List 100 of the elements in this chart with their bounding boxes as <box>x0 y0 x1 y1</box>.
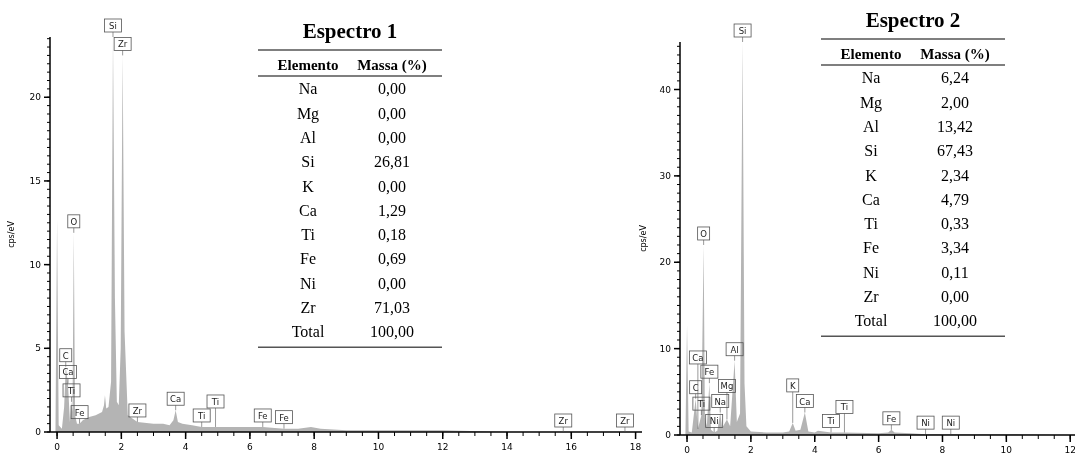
annotation: Fe <box>257 410 268 421</box>
x-tick-label: 2 <box>748 445 754 455</box>
annotation: 100,00 <box>933 312 977 330</box>
annotation: Fe <box>886 413 897 424</box>
annotation: Ni <box>921 418 930 429</box>
annotation: Al <box>300 128 317 146</box>
y-tick-label: 0 <box>35 427 42 437</box>
annotation: Ca <box>62 367 74 378</box>
y-tick-label: 0 <box>665 430 672 440</box>
annotation: Ni <box>946 418 956 429</box>
y-tick-label: 20 <box>659 257 672 268</box>
annotation: K <box>789 380 796 391</box>
y-tick-label: 30 <box>659 170 672 181</box>
annotation: 3,34 <box>941 239 969 257</box>
x-tick-label: 8 <box>311 442 318 452</box>
y-axis-title: cps/eV <box>7 220 16 248</box>
annotation: Si <box>738 26 747 36</box>
annotation: Ti <box>210 396 220 407</box>
annotation: Na <box>714 396 727 407</box>
annotation: Fe <box>704 367 715 378</box>
annotation: 0,00 <box>378 104 406 122</box>
annotation: 0,00 <box>378 274 406 292</box>
y-tick-label: 20 <box>29 92 42 103</box>
annotation: 0,33 <box>941 215 969 233</box>
annotation: 0,00 <box>378 128 406 146</box>
x-tick-label: 18 <box>629 442 642 452</box>
x-tick-label: 4 <box>182 442 189 452</box>
annotation: 100,00 <box>370 323 414 341</box>
annotation: Zr <box>620 416 631 426</box>
y-tick-label: 10 <box>659 343 672 354</box>
annotation: Na <box>298 80 318 98</box>
x-tick-label: 6 <box>247 442 254 452</box>
annotation: Ti <box>301 226 316 244</box>
x-tick-label: 6 <box>875 445 882 455</box>
annotation: 0,00 <box>378 80 406 98</box>
annotation: Si <box>109 21 117 31</box>
x-tick-label: 10 <box>1000 445 1013 455</box>
annotation: Zr <box>132 405 143 416</box>
x-tick-label: 12 <box>437 442 449 452</box>
annotation: Zr <box>863 288 880 305</box>
annotation: Mg <box>296 104 320 123</box>
annotation: Ti <box>839 402 849 413</box>
annotation: Ca <box>170 394 182 405</box>
annotation: 4,79 <box>941 190 969 208</box>
x-tick-label: 2 <box>118 442 125 452</box>
x-tick-label: 8 <box>939 445 946 455</box>
annotation: Fe <box>279 412 289 423</box>
annotation: 71,03 <box>374 299 410 316</box>
annotation: 0,11 <box>941 263 969 281</box>
annotation: O <box>700 228 708 239</box>
annotation: Ni <box>709 416 719 427</box>
annotation: C <box>692 382 699 393</box>
y-tick-label: 5 <box>35 343 41 354</box>
annotation: 2,34 <box>941 166 969 184</box>
annotation: Si <box>864 142 879 160</box>
x-tick-label: 16 <box>565 442 578 452</box>
text: Espectro 2 <box>865 8 961 32</box>
annotation: Fe <box>863 239 879 257</box>
annotation: Al <box>730 344 739 355</box>
annotation: Ti <box>66 385 76 396</box>
annotation: Mg <box>859 93 883 112</box>
annotation: 1,29 <box>378 201 406 219</box>
y-tick-label: 40 <box>659 84 672 95</box>
annotation: C <box>62 350 69 361</box>
annotation: Ca <box>862 190 880 208</box>
text: Espectro 1 <box>302 19 398 43</box>
annotation: Ti <box>864 215 879 233</box>
x-tick-label: 12 <box>1064 445 1075 455</box>
x-tick-label: 4 <box>811 445 818 455</box>
annotation: 26,81 <box>374 153 410 171</box>
annotation: 2,00 <box>941 93 969 111</box>
annotation: Si <box>301 153 316 171</box>
annotation: Fe <box>74 407 85 418</box>
x-tick-label: 0 <box>54 442 61 452</box>
y-tick-label: 15 <box>29 175 41 186</box>
annotation: K <box>302 177 315 195</box>
x-tick-label: 0 <box>684 445 691 455</box>
annotation: Total <box>854 312 888 330</box>
annotation: Elemento <box>277 57 339 73</box>
annotation: 0,00 <box>941 288 969 305</box>
annotation: Zr <box>300 299 317 316</box>
annotation: Zr <box>558 416 569 426</box>
annotation: 67,43 <box>937 142 973 160</box>
x-tick-label: 14 <box>501 442 514 452</box>
annotation: Massa (%) <box>357 57 427 74</box>
annotation: 0,00 <box>378 177 406 195</box>
annotation: Ti <box>696 399 706 410</box>
annotation: Mg <box>720 381 734 392</box>
annotation: Na <box>861 69 881 87</box>
annotation: Fe <box>300 250 316 268</box>
annotation: Al <box>863 117 880 135</box>
annotation: Ni <box>863 263 880 281</box>
annotation: Elemento <box>840 46 902 62</box>
annotation: Massa (%) <box>920 46 990 63</box>
annotation: Ca <box>692 352 704 363</box>
annotation: Ti <box>826 416 835 427</box>
annotation: Ca <box>799 396 811 407</box>
annotation: O <box>70 216 78 227</box>
annotation: Ti <box>197 410 206 421</box>
annotation: 0,69 <box>378 250 406 268</box>
